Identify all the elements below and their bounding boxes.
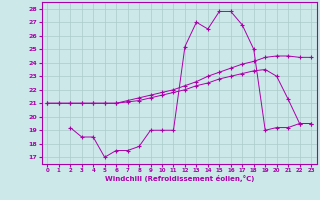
X-axis label: Windchill (Refroidissement éolien,°C): Windchill (Refroidissement éolien,°C) bbox=[105, 175, 254, 182]
